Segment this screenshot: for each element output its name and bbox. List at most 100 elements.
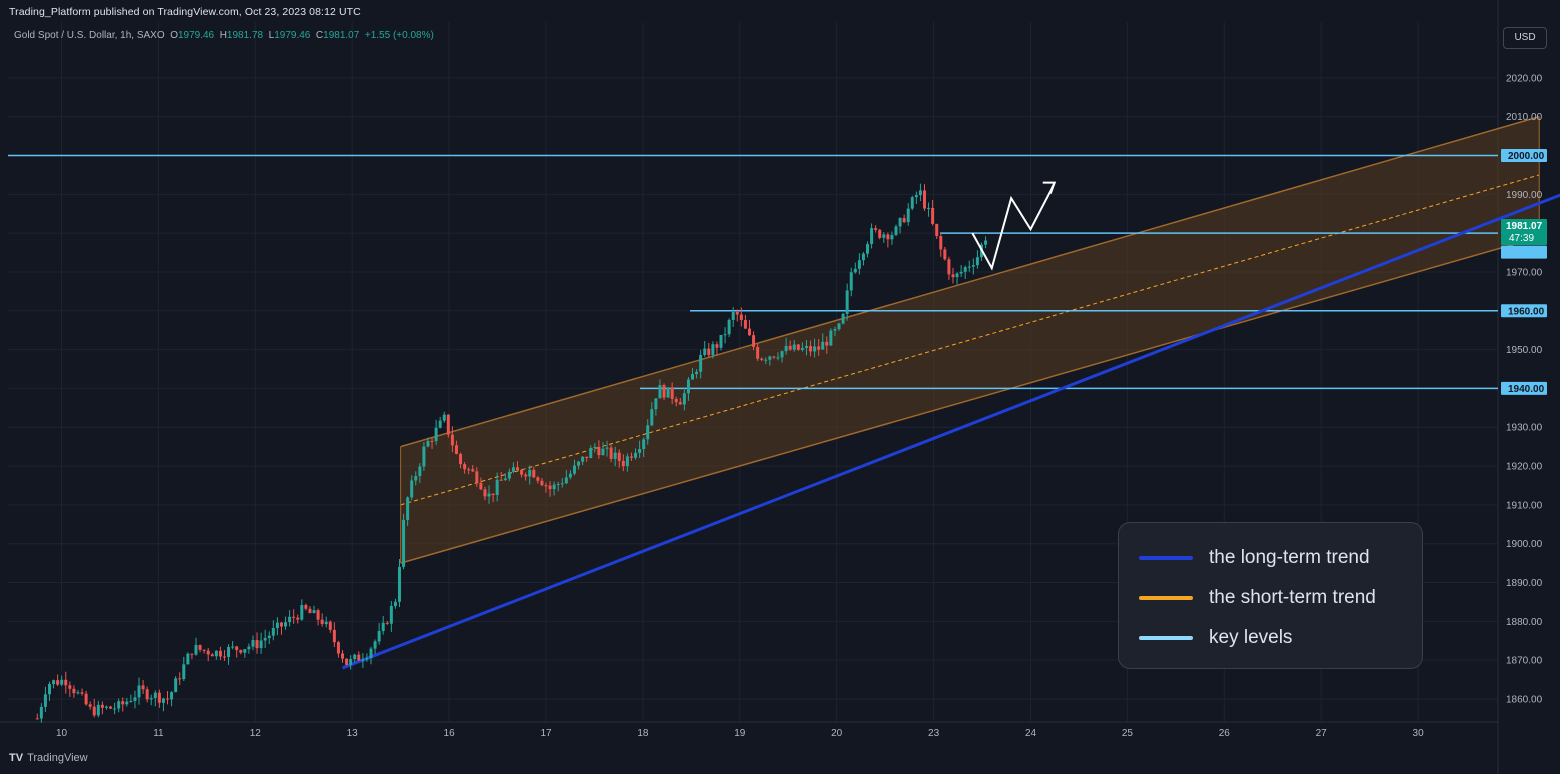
candle-body [939, 236, 943, 250]
candle-body [251, 640, 255, 647]
time-tick-label: 27 [1316, 728, 1328, 739]
candle-body [878, 229, 882, 238]
candle-body [674, 398, 678, 403]
candle-body [707, 348, 711, 356]
candle-body [540, 480, 544, 486]
candle-body [520, 469, 524, 475]
candle-body [491, 493, 495, 495]
time-axis[interactable]: 10 11 12 13 16 17 18 19 20 23 24 25 26 27 30 [56, 728, 1424, 739]
candle-body [308, 608, 312, 614]
legend-label: the long-term trend [1209, 547, 1370, 568]
candle-body [137, 685, 141, 698]
candle-body [585, 456, 589, 459]
candle-body [638, 449, 642, 453]
candle-body [804, 346, 808, 348]
candle-body [609, 447, 613, 459]
candle-body [222, 656, 226, 658]
footer-brand[interactable]: TV TradingView [9, 752, 88, 764]
candle-body [678, 402, 682, 405]
candle-body [532, 469, 536, 478]
candle-body [369, 648, 373, 659]
symbol-title[interactable]: Gold Spot / U.S. Dollar, 1h, SAXO [14, 30, 165, 41]
candle-body [275, 622, 279, 629]
candle-body [76, 692, 80, 694]
candle-body [284, 622, 288, 627]
time-tick-label: 18 [637, 728, 649, 739]
candle-body [166, 698, 170, 700]
key-level-badge [1501, 245, 1547, 259]
candle-body [393, 601, 397, 606]
candle-body [463, 464, 467, 470]
candle-body [186, 653, 190, 665]
candle-body [267, 635, 271, 639]
candle-body [88, 704, 92, 707]
candle-body [479, 482, 483, 490]
candle-body [809, 346, 813, 352]
candle-body [829, 330, 833, 346]
candle-body [813, 346, 817, 352]
candle-body [113, 708, 117, 710]
price-tick-label: 1990.00 [1506, 190, 1543, 201]
candle-body [47, 684, 51, 695]
candle-body [886, 234, 890, 240]
candle-body [589, 447, 593, 459]
current-price-badge [1501, 218, 1547, 245]
currency-button[interactable]: USD [1503, 27, 1547, 49]
candle-body [84, 693, 88, 705]
candle-body [361, 659, 365, 661]
candle-body [568, 473, 572, 478]
time-tick-label: 30 [1413, 728, 1425, 739]
candle-body [381, 622, 385, 632]
candle-body [389, 605, 393, 624]
candle-body [719, 335, 723, 348]
candle-body [80, 692, 84, 694]
candle-body [214, 650, 218, 657]
price-axis[interactable]: 1860.00 1870.00 1880.00 1890.00 1900.00 1910.… [1501, 73, 1547, 705]
candle-body [581, 456, 585, 462]
candle-body [715, 344, 719, 348]
candle-body [764, 359, 768, 361]
candle-body [686, 379, 690, 394]
candle-body [442, 414, 446, 421]
candle-body [564, 477, 568, 484]
candle-body [943, 249, 947, 260]
candle-body [548, 485, 552, 490]
candle-body [601, 448, 605, 456]
legend-item-long-term: the long-term trend [1139, 547, 1370, 569]
key-levels-swatch [1139, 636, 1193, 640]
candle-body [650, 409, 654, 426]
candle-body [109, 706, 113, 709]
candle-body [572, 465, 576, 474]
channel-upper-line [400, 115, 1540, 448]
candle-body [182, 664, 186, 680]
candle-body [906, 208, 910, 223]
projection-arrowhead [1042, 181, 1057, 195]
price-tick-label: 1880.00 [1506, 617, 1543, 628]
candle-body [670, 387, 674, 399]
candle-body [780, 351, 784, 358]
candle-body [662, 385, 666, 398]
candle-body [345, 658, 349, 665]
candle-body [288, 616, 292, 623]
candle-body [597, 446, 601, 456]
candle-body [475, 471, 479, 483]
candle-body [406, 497, 410, 520]
candle-body [849, 272, 853, 291]
candle-body [316, 610, 320, 620]
low-value: 1979.46 [274, 30, 311, 41]
candle-body [202, 649, 206, 651]
candle-body [129, 701, 133, 703]
candle-body [39, 706, 43, 719]
candle-body [902, 218, 906, 223]
candle-body [487, 493, 491, 497]
candle-body [910, 197, 914, 209]
candle-body [817, 346, 821, 350]
candles [35, 183, 988, 723]
time-tick-label: 11 [153, 728, 164, 739]
candle-body [454, 445, 458, 454]
candle-body [800, 347, 804, 350]
price-tick-label: 1950.00 [1506, 345, 1543, 356]
candle-body [894, 226, 898, 235]
close-value: 1981.07 [323, 30, 360, 41]
